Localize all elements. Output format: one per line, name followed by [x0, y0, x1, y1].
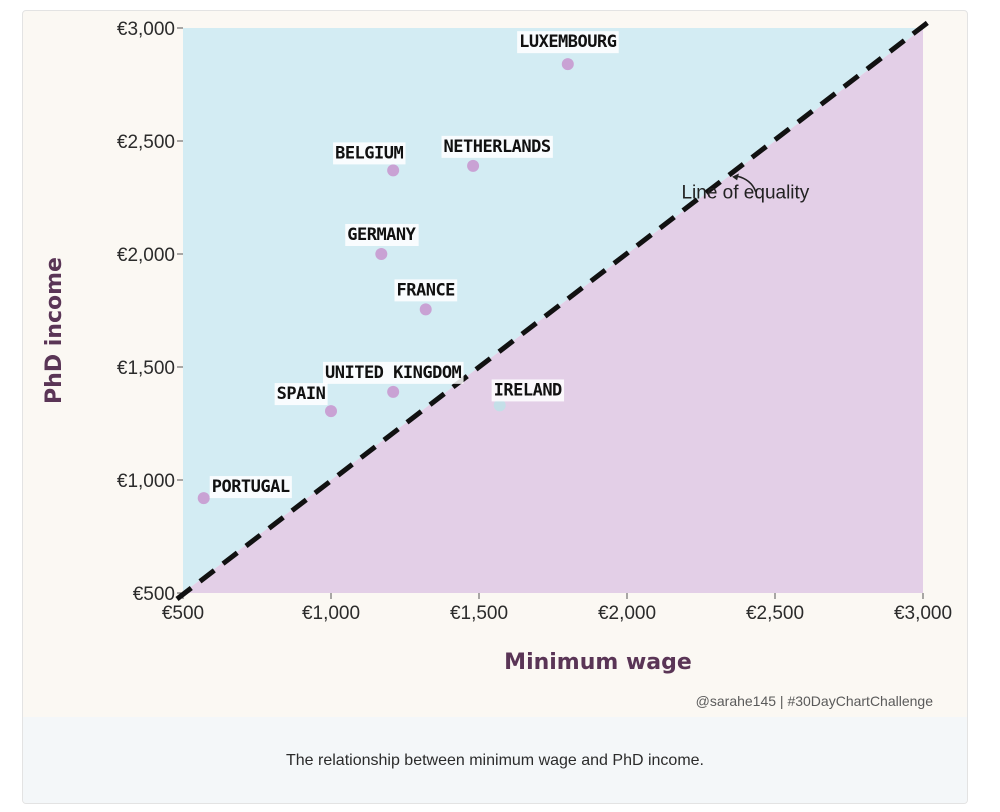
point-label: PORTUGAL: [212, 477, 290, 497]
annotation-arrow: [736, 175, 757, 193]
equality-line: [175, 18, 933, 601]
x-tick-label: €1,500: [450, 603, 508, 624]
x-tick-label: €2,000: [598, 603, 656, 624]
equality-line-label: Line of equality: [681, 183, 809, 204]
point-label-background: [274, 383, 328, 406]
chart-card: €500 €1,000 €1,500 €2,000 €2,500 €3,000 €500 €1…: [22, 10, 968, 804]
point-label-background: [345, 224, 419, 246]
data-point: [493, 399, 506, 412]
data-point: [325, 405, 337, 418]
data-point: [197, 492, 210, 505]
x-axis-title: Minimum wage: [504, 650, 692, 675]
point-label-background: [394, 279, 458, 302]
point-label-background: [441, 135, 553, 158]
x-tick-label: €1,000: [302, 603, 360, 624]
point-label-background: [517, 31, 619, 54]
point-label: GERMANY: [347, 225, 416, 245]
point-label: IRELAND: [494, 380, 562, 400]
y-tick-label: €1,500: [117, 358, 175, 379]
point-label-background: [323, 361, 464, 384]
point-label-background: [491, 379, 565, 402]
data-point: [419, 303, 432, 316]
y-tick-label: €3,000: [117, 19, 175, 40]
annotation-arrowhead: [732, 173, 739, 181]
point-label: NETHERLANDS: [444, 137, 551, 157]
caption-band: [23, 717, 967, 803]
point-label-background: [333, 142, 406, 165]
data-point: [467, 159, 480, 172]
y-tick-label: €2,500: [117, 132, 175, 153]
figure-caption: The relationship between minimum wage an…: [286, 752, 704, 769]
y-axis-title: PhD income: [42, 257, 67, 404]
point-label: FRANCE: [397, 280, 456, 300]
data-point: [561, 58, 574, 71]
credit-text: @sarahe145 | #30DayChartChallenge: [695, 693, 933, 709]
x-tick-label: €2,500: [746, 603, 804, 624]
data-point: [387, 164, 400, 177]
data-point: [375, 248, 388, 260]
point-label: BELGIUM: [335, 143, 403, 163]
scatter-chart: €500 €1,000 €1,500 €2,000 €2,500 €3,000 €500 €1…: [42, 18, 952, 675]
point-label: SPAIN: [277, 384, 326, 404]
point-label: UNITED KINGDOM: [325, 363, 462, 383]
y-tick-label: €1,000: [117, 471, 175, 492]
point-label-background: [209, 476, 292, 499]
data-point: [387, 385, 400, 398]
y-tick-label: €2,000: [117, 245, 175, 266]
y-tick-label: €500: [133, 584, 175, 605]
point-label: LUXEMBOURG: [519, 32, 617, 52]
x-tick-label: €500: [162, 603, 204, 624]
x-tick-label: €3,000: [894, 603, 952, 624]
